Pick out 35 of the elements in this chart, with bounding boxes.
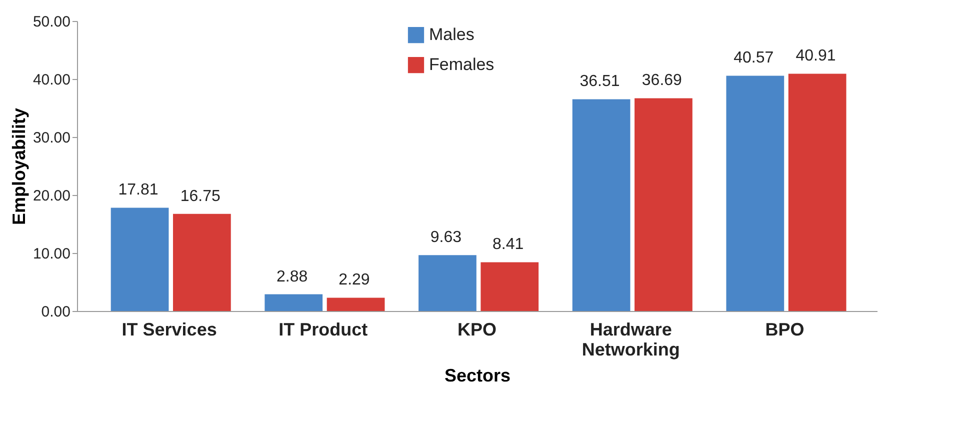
data-label: 9.63 — [430, 229, 462, 246]
bar — [418, 255, 476, 311]
x-axis-title: Sectors — [444, 366, 511, 386]
x-tick-label: Hardware Networking — [582, 320, 680, 360]
y-tick-label: 20.00 — [32, 188, 70, 204]
x-tick-label: BPO — [765, 320, 804, 340]
legend-label: Females — [429, 55, 494, 74]
y-tick-label: 10.00 — [32, 246, 70, 262]
y-tick-label: 30.00 — [32, 130, 70, 146]
data-label: 2.88 — [276, 268, 308, 286]
bar — [480, 262, 539, 311]
y-tick-label: 40.00 — [32, 72, 70, 88]
bar — [634, 98, 692, 311]
x-tick-label: IT Product — [278, 320, 368, 340]
x-tick-label: IT Services — [122, 320, 217, 340]
data-label: 2.29 — [338, 272, 370, 289]
bar — [326, 298, 385, 311]
x-tick-label: KPO — [457, 320, 497, 340]
bar — [173, 214, 231, 311]
data-label: 36.69 — [642, 72, 682, 90]
bar — [110, 208, 169, 311]
y-tick-label: 50.00 — [32, 14, 70, 30]
data-label: 40.91 — [796, 48, 836, 65]
y-axis-title: Employability — [8, 108, 29, 226]
bar — [572, 99, 630, 311]
data-label: 17.81 — [118, 182, 158, 199]
data-label: 8.41 — [492, 236, 524, 254]
bar — [726, 76, 784, 311]
data-label: 36.51 — [580, 73, 620, 90]
bar — [788, 74, 846, 311]
y-tick-label: 0.00 — [41, 304, 70, 320]
data-label: 16.75 — [180, 188, 221, 205]
bar — [264, 294, 323, 311]
data-label: 40.57 — [734, 50, 774, 67]
legend-label: Males — [429, 25, 474, 44]
